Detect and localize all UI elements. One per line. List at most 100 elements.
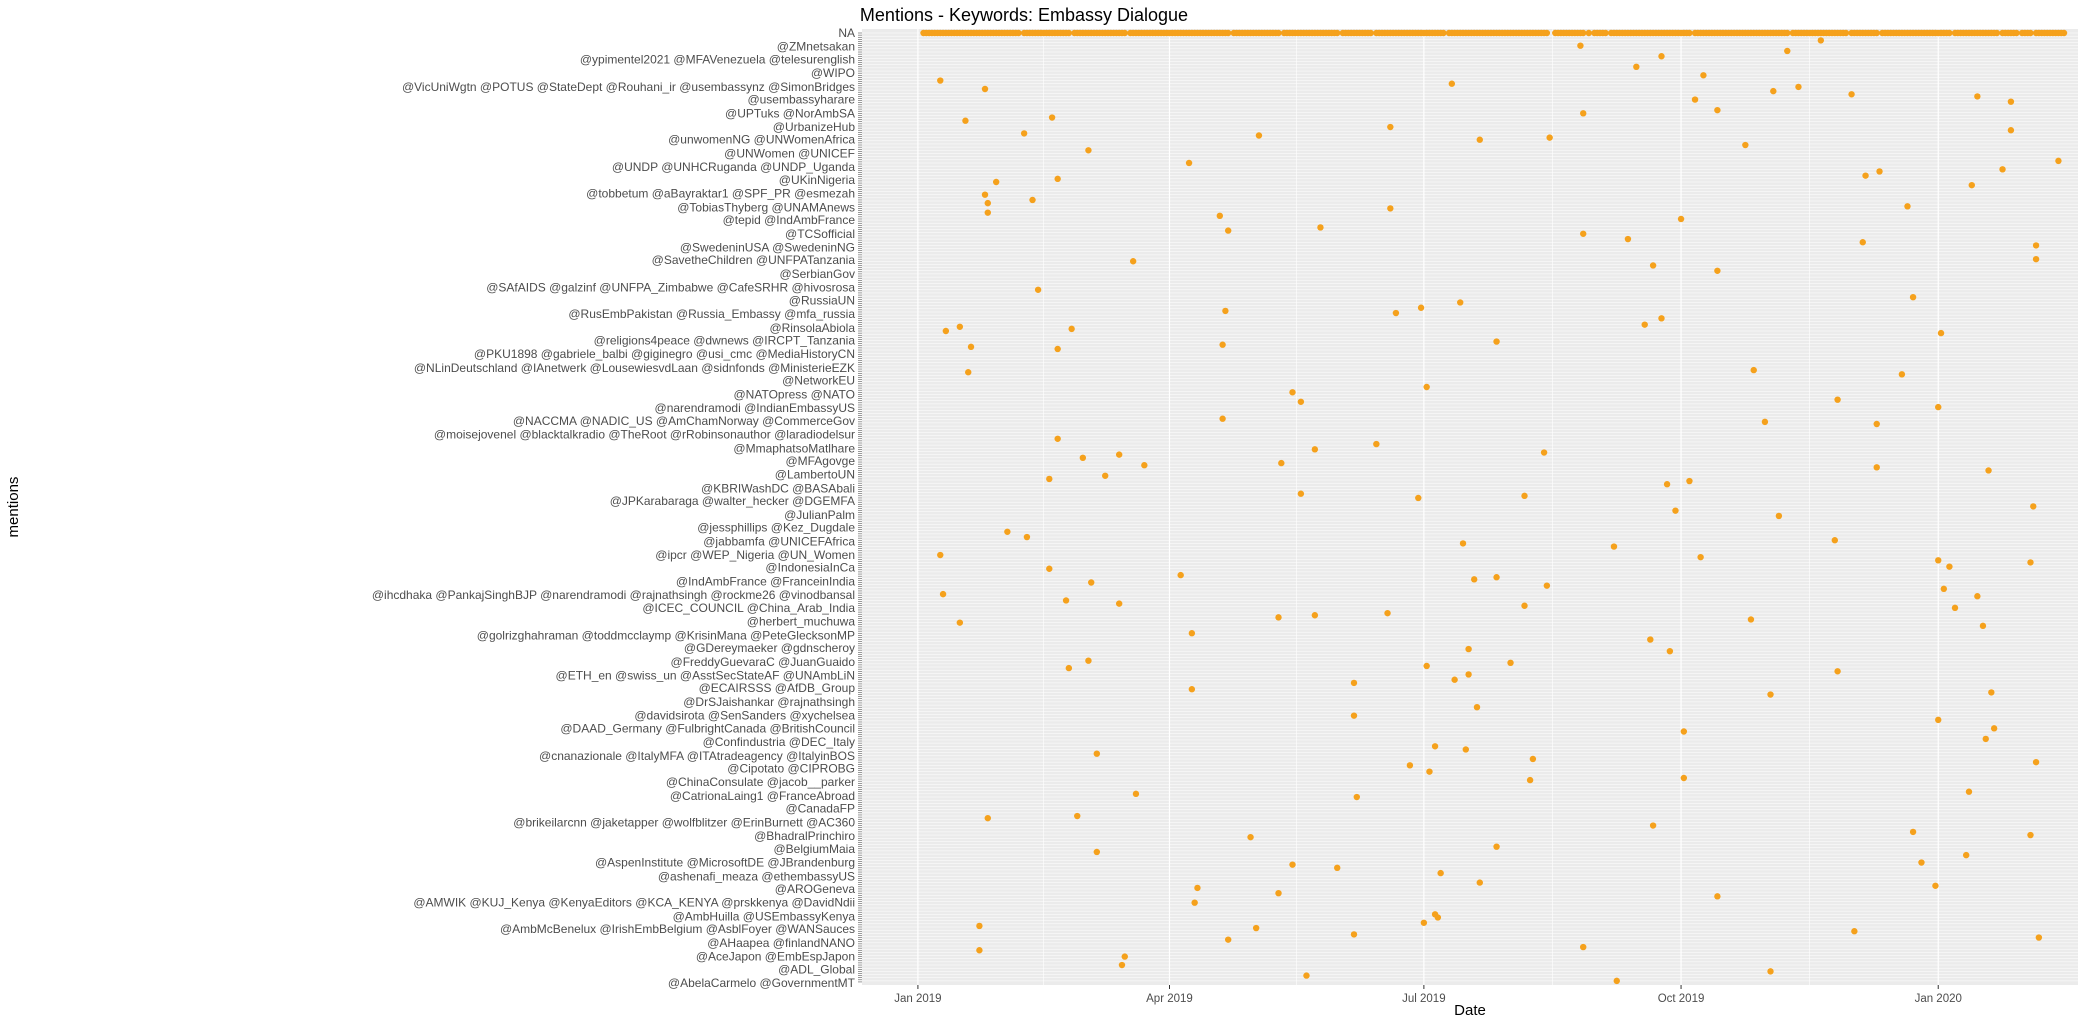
mention-point [976, 947, 983, 954]
mention-point [1353, 793, 1360, 801]
mention-point [1387, 205, 1394, 212]
mention-point [1546, 134, 1553, 141]
mention-point [1663, 481, 1671, 488]
mention-point [2027, 831, 2034, 839]
y-tick-label: @tepid @IndAmbFrance [723, 213, 856, 227]
mention-point [962, 117, 969, 124]
mention-point [1834, 396, 1841, 403]
y-tick-label: @KBRIWashDC @BASAbali [701, 481, 855, 495]
y-axis-tick-labels: NA@ZMnetsakan@ypimentel2021 @MFAVenezuel… [372, 26, 862, 990]
y-tick-label: @FreddyGuevaraC @JuanGuaido [671, 655, 856, 669]
mention-point [1647, 636, 1654, 643]
mention-point [1191, 899, 1198, 906]
mention-point [1859, 239, 1866, 246]
y-tick-label: @UKinNigeria [779, 173, 856, 187]
mention-point [1093, 848, 1101, 856]
mention-point [1426, 768, 1433, 775]
mention-point [1275, 889, 1282, 897]
mention-point [1962, 851, 1970, 859]
mention-point [1102, 472, 1109, 479]
y-tick-label: @IndAmbFrance @FranceinIndia [676, 574, 855, 588]
x-tick-label: Apr 2019 [1146, 993, 1193, 1005]
mention-point [1297, 398, 1305, 405]
mention-point [1289, 389, 1296, 396]
mention-point [1968, 181, 1975, 189]
mention-point [937, 77, 944, 84]
mention-point [1188, 630, 1196, 637]
mention-point [1473, 703, 1481, 711]
na-row-point [1585, 29, 1593, 37]
y-tick-label: @AceJapon @EmbEspJapon [696, 950, 855, 964]
mention-point [1062, 597, 1070, 604]
y-tick-label: @ETH_en @swiss_un @AsstSecStateAF @UNAmb… [556, 668, 855, 682]
mention-point [1350, 931, 1358, 938]
y-tick-label: @ipcr @WEP_Nigeria @UN_Women [655, 548, 855, 562]
mention-point [1848, 91, 1855, 98]
mention-point [2032, 255, 2040, 263]
mention-point [1085, 657, 1092, 664]
mention-point [1387, 123, 1394, 131]
mention-point [1029, 196, 1036, 204]
mention-point [1431, 743, 1439, 750]
mention-point [1465, 645, 1472, 653]
mention-point [1132, 790, 1140, 798]
mention-point [1224, 936, 1232, 943]
mention-point [1406, 762, 1414, 769]
mention-point [1297, 490, 1305, 497]
mention-point [1658, 53, 1665, 60]
mention-point [1476, 879, 1483, 886]
mention-point [1493, 574, 1500, 581]
mention-point [1373, 440, 1380, 448]
y-tick-label: @LambertoUN [775, 468, 855, 482]
y-tick-label: @ECAIRSSS @AfDB_Group [699, 681, 856, 695]
na-row-point [1121, 29, 1128, 37]
mention-point [1714, 267, 1721, 274]
mention-point [1476, 136, 1483, 143]
y-tick-label: @cnanazionale @ItalyMFA @ITAtradeagency … [539, 749, 855, 763]
na-row-point [1686, 29, 1693, 37]
mention-point [1909, 293, 1917, 301]
mention-point [2032, 758, 2040, 766]
mention-point [1311, 612, 1319, 619]
mention-point [1219, 341, 1226, 348]
y-tick-label: @religions4peace @dwnews @IRCPT_Tanzania [594, 334, 856, 348]
y-tick-label: @ZMnetsakan [777, 40, 855, 54]
mention-point [1990, 725, 1998, 732]
y-tick-label: @MmaphatsoMatlhare [733, 441, 855, 455]
mention-point [1470, 576, 1478, 583]
y-tick-label: @ashenafi_meaza @ethembassyUS [658, 869, 855, 883]
mention-point [967, 343, 975, 351]
mention-point [1580, 110, 1587, 117]
na-row-point [1015, 29, 1022, 37]
mention-point [1034, 286, 1042, 293]
mention-point [2030, 503, 2037, 510]
y-tick-label: @JulianPalm [784, 508, 855, 522]
mention-point [1898, 371, 1906, 378]
mention-point [1278, 459, 1285, 467]
mention-point [1188, 686, 1196, 693]
mention-point [1085, 147, 1092, 154]
mention-point [1610, 543, 1618, 550]
mention-point [984, 814, 991, 822]
x-axis-ticks: Jan 2019 Apr 2019 Jul 2019 Oct 2019 Jan 2020 [894, 985, 1962, 1005]
mention-point [1876, 168, 1883, 175]
mention-point [1935, 716, 1942, 724]
na-row-point [1602, 29, 1609, 37]
mention-point [1666, 647, 1674, 655]
mention-point [981, 191, 989, 198]
y-tick-label: @AmbHuilla @USEmbassyKenya [673, 909, 856, 923]
mention-point [1543, 582, 1551, 589]
y-tick-label: @ihcdhaka @PankajSinghBJP @narendramodi … [372, 588, 855, 602]
mention-point [1275, 614, 1282, 621]
mention-point [1909, 828, 1917, 836]
mention-point [1624, 235, 1632, 243]
mention-point [1775, 512, 1783, 520]
y-tick-label: @unwomenNG @UNWomenAfrica [668, 133, 855, 147]
mention-point [1714, 106, 1721, 114]
mention-point [1350, 679, 1358, 687]
mention-point [2007, 98, 2015, 105]
y-axis-title: mentions [5, 477, 22, 538]
mention-point [1252, 924, 1260, 932]
mention-point [956, 323, 964, 330]
y-tick-label: @NATOpress @NATO [734, 387, 856, 401]
